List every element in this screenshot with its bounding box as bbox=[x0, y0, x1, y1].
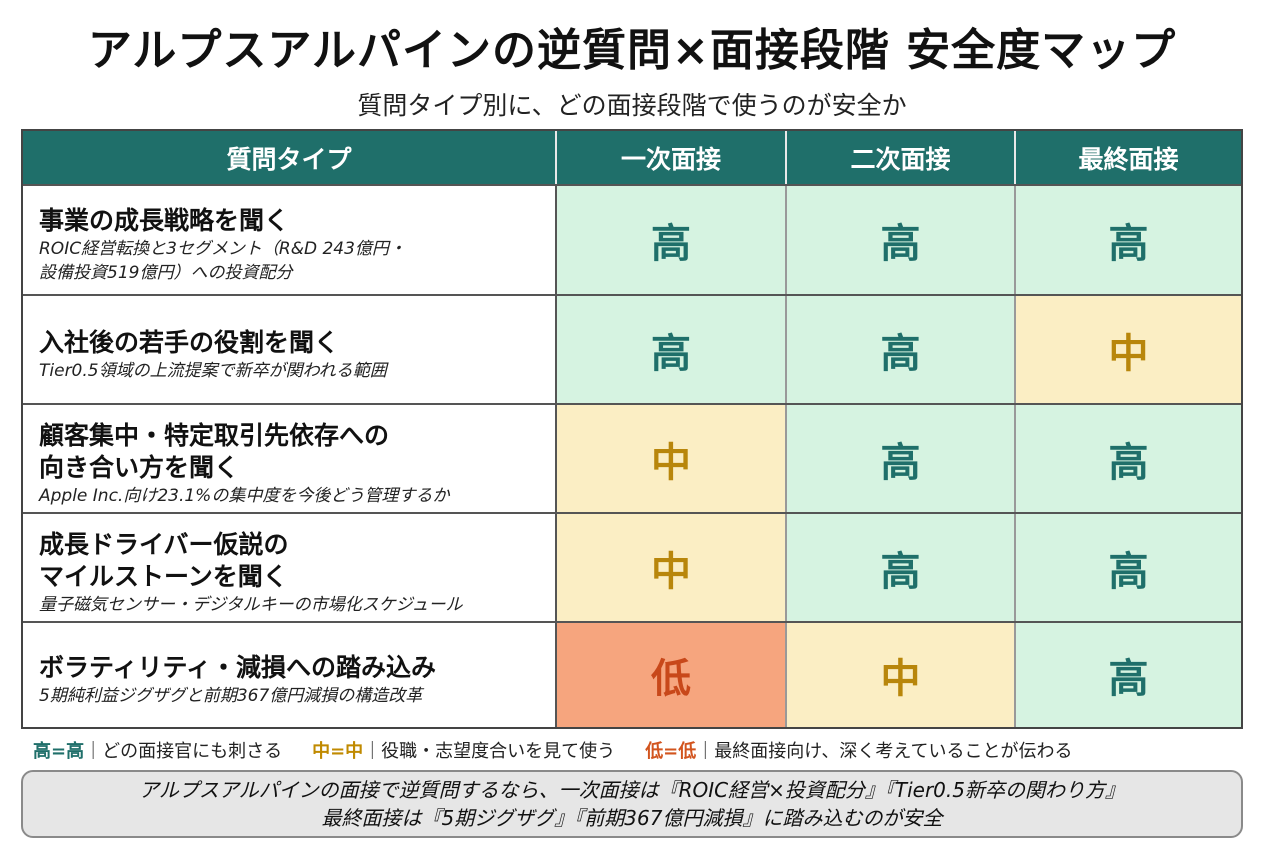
level-cell: 中 bbox=[1016, 296, 1241, 403]
level-cell: 高 bbox=[787, 405, 1016, 512]
summary-line-1: アルプスアルパインの面接で逆質問するなら、一次面接は『ROIC経営×投資配分』『… bbox=[139, 778, 1125, 802]
level-cell: 高 bbox=[557, 296, 787, 403]
header-final-interview: 最終面接 bbox=[1078, 144, 1179, 174]
header-first-interview: 一次面接 bbox=[557, 131, 787, 184]
question-note: Apple Inc.向け23.1%の集中度を今後どう管理するか bbox=[39, 485, 450, 506]
level-cell: 高 bbox=[1016, 514, 1241, 621]
question-cell: 事業の成長戦略を聞く ROIC経営転換と3セグメント（R&D 243億円・ 設備… bbox=[23, 186, 557, 294]
table-row: 顧客集中・特定取引先依存への 向き合い方を聞く Apple Inc.向け23.1… bbox=[23, 403, 1241, 512]
question-cell: 入社後の若手の役割を聞く Tier0.5領域の上流提案で新卒が関われる範囲 bbox=[23, 296, 557, 403]
header-question-type: 質問タイプ bbox=[23, 131, 557, 184]
table-row: ボラティリティ・減損への踏み込み 5期純利益ジグザグと前期367億円減損の構造改… bbox=[23, 621, 1241, 727]
question-cell: 成長ドライバー仮説の マイルストーンを聞く 量子磁気センサー・デジタルキーの市場… bbox=[23, 514, 557, 621]
question-title: 成長ドライバー仮説の マイルストーンを聞く bbox=[39, 529, 289, 591]
page-title: アルプスアルパインの逆質問×面接段階 安全度マップ bbox=[87, 25, 1177, 76]
question-note: Tier0.5領域の上流提案で新卒が関われる範囲 bbox=[39, 360, 387, 381]
question-cell: 顧客集中・特定取引先依存への 向き合い方を聞く Apple Inc.向け23.1… bbox=[23, 405, 557, 512]
level-cell: 高 bbox=[1016, 405, 1241, 512]
question-title: 事業の成長戦略を聞く bbox=[39, 206, 290, 235]
legend-high-desc: ｜どの面接官にも刺さる bbox=[84, 741, 283, 762]
legend-mid-desc: ｜役職・志望度合いを見て使う bbox=[363, 741, 616, 762]
summary-box: アルプスアルパインの面接で逆質問するなら、一次面接は『ROIC経営×投資配分』『… bbox=[21, 770, 1243, 838]
legend-mid-key: 中=中 bbox=[312, 741, 364, 762]
level-cell: 中 bbox=[787, 623, 1016, 727]
question-note: 5期純利益ジグザグと前期367億円減損の構造改革 bbox=[39, 686, 423, 706]
level-cell: 中 bbox=[557, 514, 787, 621]
legend-low-key: 低=低 bbox=[645, 741, 697, 762]
legend-low-desc: ｜最終面接向け、深く考えていることが伝わる bbox=[696, 741, 1073, 762]
question-note: ROIC経営転換と3セグメント（R&D 243億円・ 設備投資519億円）への投… bbox=[39, 239, 406, 283]
level-cell: 高 bbox=[1016, 186, 1241, 294]
legend: 高=高 ｜どの面接官にも刺さる 中=中 ｜役職・志望度合いを見て使う 低=低 ｜… bbox=[33, 737, 1253, 763]
level-cell: 高 bbox=[787, 296, 1016, 403]
level-cell: 低 bbox=[557, 623, 787, 727]
question-cell: ボラティリティ・減損への踏み込み 5期純利益ジグザグと前期367億円減損の構造改… bbox=[23, 623, 557, 727]
table-row: 事業の成長戦略を聞く ROIC経営転換と3セグメント（R&D 243億円・ 設備… bbox=[23, 184, 1241, 294]
safety-map-table: 質問タイプ 一次面接 二次面接 最終面接 事業の成長戦略を聞く ROIC経営転換… bbox=[21, 129, 1243, 729]
question-note: 量子磁気センサー・デジタルキーの市場化スケジュール bbox=[39, 594, 463, 615]
level-cell: 高 bbox=[787, 186, 1016, 294]
table-row: 入社後の若手の役割を聞く Tier0.5領域の上流提案で新卒が関われる範囲 高 … bbox=[23, 294, 1241, 403]
header-second-interview: 二次面接 bbox=[787, 131, 1016, 184]
table-row: 成長ドライバー仮説の マイルストーンを聞く 量子磁気センサー・デジタルキーの市場… bbox=[23, 512, 1241, 621]
question-title: 入社後の若手の役割を聞く bbox=[39, 327, 340, 357]
page-subtitle: 質問タイプ別に、どの面接段階で使うのが安全か bbox=[357, 91, 907, 120]
question-title: ボラティリティ・減損への踏み込み bbox=[39, 653, 437, 682]
question-title: 顧客集中・特定取引先依存への 向き合い方を聞く bbox=[39, 420, 390, 482]
level-cell: 高 bbox=[557, 186, 787, 294]
legend-high-key: 高=高 bbox=[33, 741, 85, 762]
level-cell: 中 bbox=[557, 405, 787, 512]
table-header: 質問タイプ 一次面接 二次面接 最終面接 bbox=[23, 131, 1241, 184]
summary-line-2: 最終面接は『5期ジグザグ』『前期367億円減損』に踏み込むのが安全 bbox=[321, 806, 943, 830]
level-cell: 高 bbox=[787, 514, 1016, 621]
level-cell: 高 bbox=[1016, 623, 1241, 727]
